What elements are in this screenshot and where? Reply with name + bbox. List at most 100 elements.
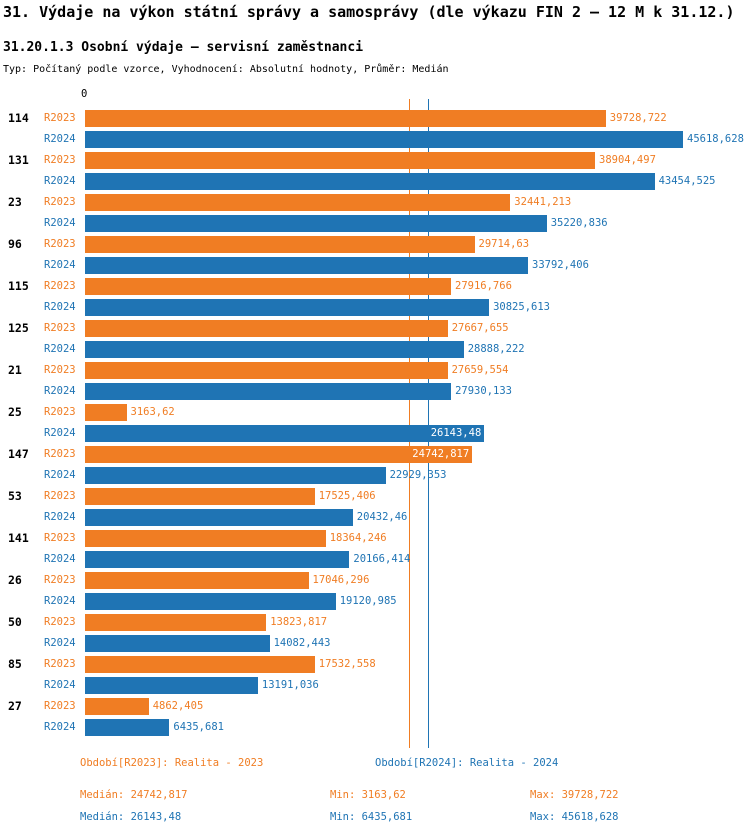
category-label: 50	[8, 615, 22, 629]
median-line-r2023	[409, 99, 411, 748]
value-label: 6435,681	[173, 721, 224, 733]
category-label: 131	[8, 153, 29, 167]
bar-r2023	[85, 656, 315, 673]
page-title: 31. Výdaje na výkon státní správy a samo…	[3, 3, 735, 21]
category-label: 115	[8, 279, 29, 293]
chart-row-21-r2023: 21 R2023 27659,554	[0, 360, 750, 381]
series-label-r2024: R2024	[44, 343, 76, 355]
series-label-r2024: R2024	[44, 553, 76, 565]
value-label: 29714,63	[478, 238, 530, 250]
bar-r2024	[85, 383, 452, 400]
value-label: 39728,722	[609, 112, 667, 124]
chart-row-115-r2024: R2024 30825,613	[0, 297, 750, 318]
value-label: 17525,406	[318, 490, 376, 502]
category-label: 125	[8, 321, 29, 335]
chart-row-27-r2024: R2024 6435,681	[0, 717, 750, 738]
bar-r2023	[85, 614, 267, 631]
value-label: 32441,213	[514, 196, 572, 208]
series-label-r2024: R2024	[44, 301, 76, 313]
value-label: 13191,036	[261, 679, 319, 691]
bar-r2023	[85, 698, 149, 715]
series-label-r2023: R2023	[44, 364, 76, 376]
value-label: 43454,525	[658, 175, 716, 187]
series-label-r2024: R2024	[44, 511, 76, 523]
series-label-r2024: R2024	[44, 133, 76, 145]
value-label: 14082,443	[273, 637, 331, 649]
chart-row-131-r2023: 131 R2023 38904,497	[0, 150, 750, 171]
bar-r2023	[85, 362, 448, 379]
value-label: 27916,766	[455, 280, 512, 292]
value-label: 27659,554	[451, 364, 509, 376]
chart-row-21-r2024: R2024 27930,133	[0, 381, 750, 402]
bar-r2023	[85, 446, 410, 463]
chart-row-147-r2024: R2024 22929,353	[0, 465, 750, 486]
bar-r2023	[85, 488, 315, 505]
value-label: 17046,296	[312, 574, 370, 586]
bar-r2024	[85, 635, 270, 652]
chart-row-114-r2024: R2024 45618,628	[0, 129, 750, 150]
value-label: 26143,48	[427, 425, 485, 442]
stat-max-r2024: Max: 45618,628	[530, 811, 619, 823]
chart-meta-line: Typ: Počítaný podle vzorce, Vyhodnocení:…	[3, 64, 449, 75]
category-label: 147	[8, 447, 29, 461]
series-label-r2024: R2024	[44, 217, 76, 229]
stat-median-r2024: Medián: 26143,48	[80, 811, 182, 823]
bar-r2024	[85, 551, 350, 568]
bar-r2023	[85, 152, 595, 169]
series-label-r2024: R2024	[44, 595, 76, 607]
x-axis-zero-label: 0	[81, 88, 88, 100]
bar-r2024	[85, 677, 258, 694]
series-label-r2023: R2023	[44, 406, 76, 418]
category-label: 96	[8, 237, 22, 251]
series-label-r2023: R2023	[44, 658, 76, 670]
bar-r2024	[85, 215, 547, 232]
bar-r2023	[85, 572, 309, 589]
series-label-r2024: R2024	[44, 385, 76, 397]
value-label: 27930,133	[455, 385, 512, 397]
value-label: 17532,558	[318, 658, 376, 670]
chart-row-25-r2023: 25 R2023 3163,62	[0, 402, 750, 423]
series-label-r2024: R2024	[44, 721, 76, 733]
chart-row-53-r2024: R2024 20432,46	[0, 507, 750, 528]
chart-row-85-r2024: R2024 13191,036	[0, 675, 750, 696]
bar-r2024	[85, 131, 683, 148]
category-label: 85	[8, 657, 22, 671]
bar-r2023	[85, 530, 326, 547]
category-label: 26	[8, 573, 22, 587]
chart-row-131-r2024: R2024 43454,525	[0, 171, 750, 192]
bar-r2024	[85, 341, 464, 358]
chart-row-114-r2023: 114 R2023 39728,722	[0, 108, 750, 129]
stat-max-r2023: Max: 39728,722	[530, 789, 619, 801]
page-subtitle: 31.20.1.3 Osobní výdaje – servisní zaměs…	[3, 40, 364, 55]
series-label-r2023: R2023	[44, 196, 76, 208]
stat-min-r2024: Min: 6435,681	[330, 811, 413, 823]
bar-r2024	[85, 299, 490, 316]
bar-r2023	[85, 320, 448, 337]
series-label-r2023: R2023	[44, 700, 76, 712]
chart-row-27-r2023: 27 R2023 4862,405	[0, 696, 750, 717]
bar-r2024	[85, 719, 170, 736]
chart-row-141-r2024: R2024 20166,414	[0, 549, 750, 570]
value-label: 22929,353	[389, 469, 447, 481]
category-label: 21	[8, 363, 22, 377]
chart-row-50-r2023: 50 R2023 13823,817	[0, 612, 750, 633]
bar-r2023	[85, 110, 606, 127]
chart-row-23-r2023: 23 R2023 32441,213	[0, 192, 750, 213]
value-label: 35220,836	[550, 217, 608, 229]
category-label: 53	[8, 489, 22, 503]
stat-min-r2023: Min: 3163,62	[330, 789, 406, 801]
grouped-bar-chart: 114 R2023 39728,722 R2024 45618,628 131 R2023 3…	[0, 99, 750, 748]
category-label: 27	[8, 699, 22, 713]
chart-row-25-r2024: R2024 26143,48	[0, 423, 750, 444]
bar-r2024	[85, 173, 655, 190]
series-label-r2023: R2023	[44, 490, 76, 502]
series-label-r2024: R2024	[44, 259, 76, 271]
value-label: 3163,62	[130, 406, 175, 418]
bar-r2024	[85, 509, 353, 526]
legend-r2024-label: Období[R2024]: Realita - 2024	[375, 757, 559, 769]
chart-row-141-r2023: 141 R2023 18364,246	[0, 528, 750, 549]
series-label-r2023: R2023	[44, 112, 76, 124]
chart-row-125-r2023: 125 R2023 27667,655	[0, 318, 750, 339]
bar-r2023	[85, 278, 451, 295]
chart-row-26-r2024: R2024 19120,985	[0, 591, 750, 612]
